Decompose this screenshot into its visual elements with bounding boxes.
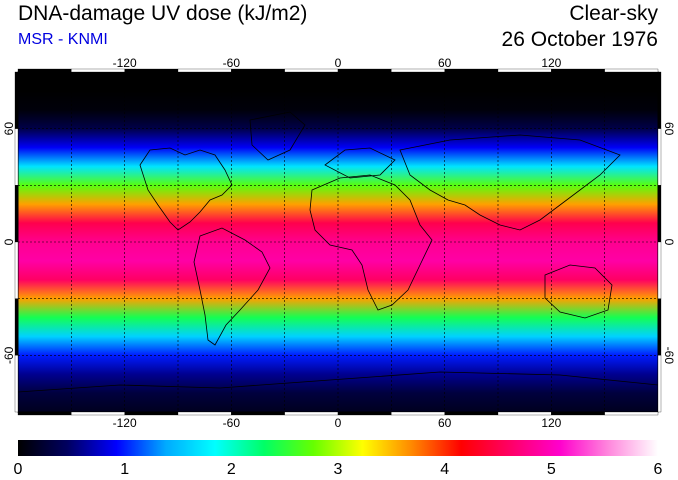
frame-bar	[284, 68, 339, 73]
colorbar-tick-label: 3	[334, 461, 343, 478]
frame-bar	[604, 411, 659, 416]
colorbar-tick-label: 2	[227, 461, 236, 478]
frame-bar	[657, 71, 662, 129]
map-source: MSR - KNMI	[18, 31, 108, 48]
frame-bar	[14, 355, 19, 413]
frame-bar	[71, 411, 125, 416]
lat-label-left: 60	[2, 122, 16, 136]
frame-bar	[657, 128, 662, 186]
lat-label-right: 60	[662, 122, 676, 136]
lon-label-bottom: -120	[113, 416, 137, 430]
frame-bar	[391, 68, 445, 73]
lon-label-top: -120	[113, 56, 137, 70]
frame-bar	[14, 128, 19, 186]
frame-bar	[657, 241, 662, 299]
frame-bar	[124, 411, 179, 416]
frame-bar	[444, 68, 499, 73]
frame-bar	[14, 241, 19, 299]
lon-label-bottom: 60	[438, 416, 452, 430]
frame-tick-bars	[14, 68, 662, 416]
colorbar-tick-label: 1	[120, 461, 129, 478]
frame-bar	[284, 411, 339, 416]
latitude-labels: 60 60 0 0 -60 -60	[2, 122, 676, 365]
lat-label-left: -60	[2, 346, 16, 364]
frame-bar	[604, 68, 659, 73]
frame-bar	[337, 411, 392, 416]
frame-bar	[444, 411, 499, 416]
colorbar-labels: 0 1 2 3 4 5 6	[14, 461, 663, 478]
lon-label-top: 60	[438, 56, 452, 70]
lon-label-bottom: 0	[335, 416, 342, 430]
frame-bar	[391, 411, 445, 416]
frame-bar	[551, 411, 605, 416]
lat-label-left: 0	[2, 238, 16, 245]
frame-bar	[17, 68, 72, 73]
frame-bar	[231, 411, 285, 416]
date-label: 26 October 1976	[501, 28, 658, 51]
gridlines	[18, 72, 658, 412]
lon-label-top: 120	[541, 56, 561, 70]
coastline-north-america	[139, 147, 233, 231]
lat-label-right: 0	[662, 239, 676, 246]
lat-label-right: -60	[662, 347, 676, 365]
frame-bar	[337, 68, 392, 73]
frame-bar	[657, 185, 662, 243]
longitude-labels: -120 -120 -60 -60 0 0 60 60 120 120	[113, 56, 562, 430]
colorbar-tick-label: 5	[547, 461, 556, 478]
frame-bar	[14, 71, 19, 129]
coastlines	[18, 111, 658, 393]
lon-label-top: 0	[335, 56, 342, 70]
frame-bar	[657, 298, 662, 356]
map-title: DNA-damage UV dose (kJ/m2)	[18, 2, 308, 25]
colorbar-tick-label: 6	[654, 461, 663, 478]
coastline-asia	[399, 134, 621, 231]
frame-bar	[497, 411, 552, 416]
coastline-greenland	[249, 111, 306, 161]
frame-bar	[177, 411, 232, 416]
coastline-africa-europe	[309, 147, 433, 311]
colorbar-tick-label: 4	[440, 461, 449, 478]
colorbar-tick-label: 0	[14, 461, 23, 478]
frame-bar	[17, 411, 72, 416]
lon-label-bottom: 120	[541, 416, 561, 430]
sky-condition-label: Clear-sky	[569, 2, 658, 25]
lon-label-top: -60	[223, 56, 241, 70]
coastline-antarctica	[18, 371, 658, 393]
colorbar	[18, 440, 658, 456]
frame-bar	[657, 355, 662, 413]
lon-label-bottom: -60	[223, 416, 241, 430]
coastline-australia	[544, 264, 613, 319]
frame-bar	[14, 185, 19, 243]
